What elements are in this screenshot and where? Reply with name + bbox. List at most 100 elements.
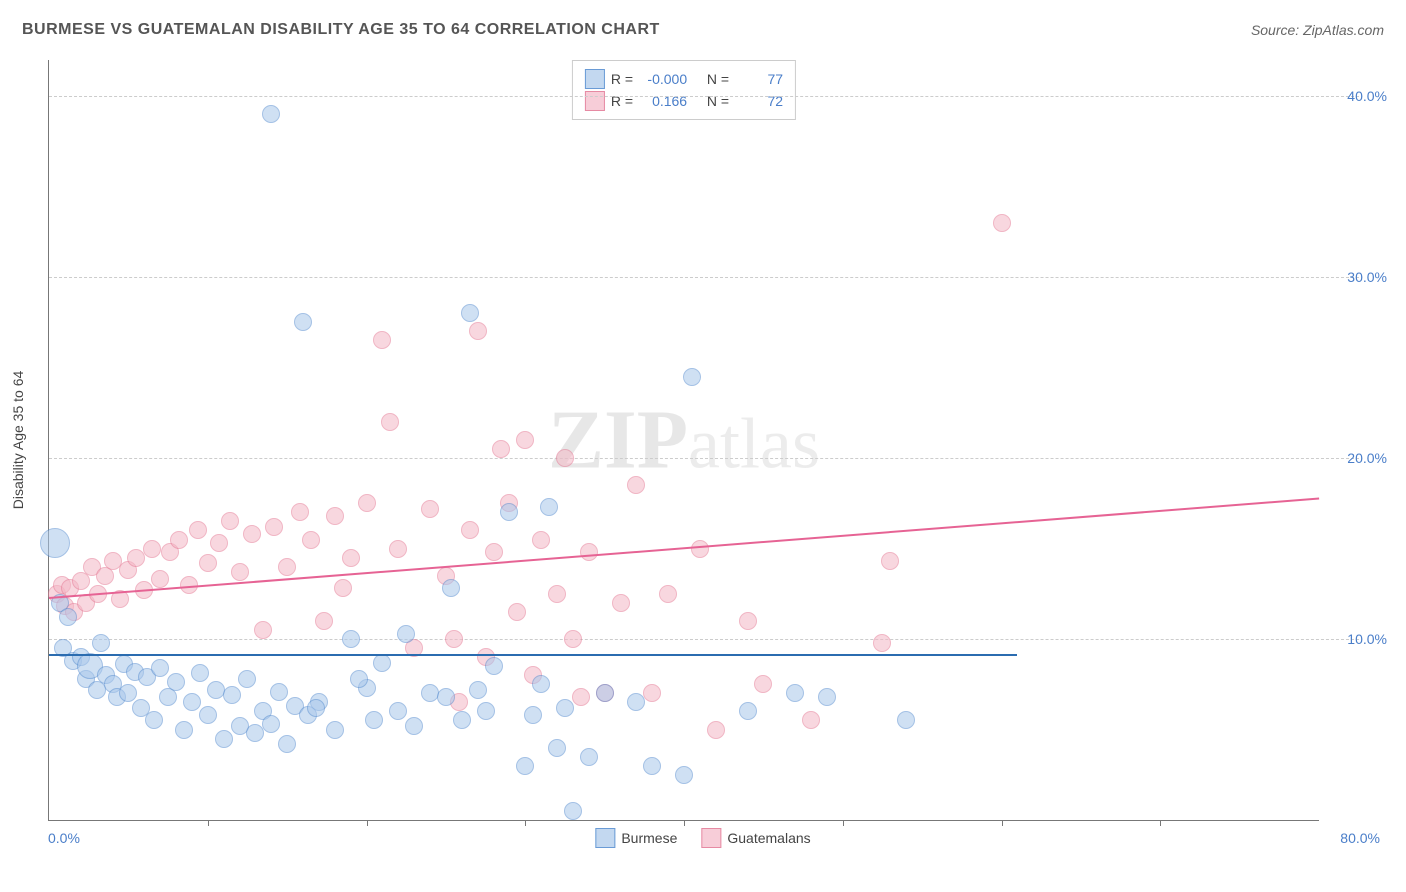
scatter-point-series1 (453, 711, 471, 729)
scatter-point-series2 (556, 449, 574, 467)
scatter-point-series1 (215, 730, 233, 748)
scatter-point-series2 (210, 534, 228, 552)
scatter-point-series2 (342, 549, 360, 567)
plot-area: ZIPatlas R = -0.000 N = 77 R = 0.166 N =… (48, 60, 1319, 821)
scatter-point-series1 (238, 670, 256, 688)
scatter-point-series1 (485, 657, 503, 675)
scatter-point-series1 (262, 105, 280, 123)
scatter-point-series2 (469, 322, 487, 340)
scatter-point-series2 (873, 634, 891, 652)
scatter-point-series1 (92, 634, 110, 652)
scatter-point-series1 (270, 683, 288, 701)
scatter-point-series2 (243, 525, 261, 543)
scatter-point-series2 (445, 630, 463, 648)
scatter-point-series2 (199, 554, 217, 572)
y-tick-label: 30.0% (1347, 269, 1387, 285)
scatter-point-series1 (199, 706, 217, 724)
scatter-point-series2 (334, 579, 352, 597)
y-axis-label: Disability Age 35 to 64 (10, 371, 26, 510)
scatter-point-series2 (881, 552, 899, 570)
scatter-point-series1 (643, 757, 661, 775)
scatter-point-series1 (627, 693, 645, 711)
scatter-point-series2 (802, 711, 820, 729)
scatter-point-series2 (532, 531, 550, 549)
x-tick (843, 820, 844, 826)
scatter-point-series2 (326, 507, 344, 525)
scatter-point-series2 (485, 543, 503, 561)
legend-swatch-series2 (701, 828, 721, 848)
scatter-point-series1 (739, 702, 757, 720)
scatter-point-series1 (167, 673, 185, 691)
scatter-point-series1 (151, 659, 169, 677)
scatter-point-series2 (421, 500, 439, 518)
trend-line-series1 (49, 654, 1017, 656)
legend-item-series1: Burmese (595, 828, 677, 848)
scatter-point-series2 (754, 675, 772, 693)
y-tick-label: 40.0% (1347, 88, 1387, 104)
trend-line-series2 (49, 498, 1319, 600)
scatter-point-series1 (786, 684, 804, 702)
legend-item-series2: Guatemalans (701, 828, 810, 848)
scatter-point-series2 (516, 431, 534, 449)
scatter-point-series1 (294, 313, 312, 331)
scatter-point-series1 (500, 503, 518, 521)
scatter-point-series2 (381, 413, 399, 431)
scatter-point-series1 (897, 711, 915, 729)
x-tick (525, 820, 526, 826)
source-attribution: Source: ZipAtlas.com (1251, 22, 1384, 38)
scatter-point-series1 (175, 721, 193, 739)
correlation-stats-box: R = -0.000 N = 77 R = 0.166 N = 72 (572, 60, 796, 120)
scatter-point-series2 (143, 540, 161, 558)
scatter-point-series2 (72, 572, 90, 590)
x-tick (1160, 820, 1161, 826)
scatter-point-series2 (389, 540, 407, 558)
scatter-point-series1 (350, 670, 368, 688)
scatter-point-series1 (307, 699, 325, 717)
scatter-point-series2 (461, 521, 479, 539)
scatter-point-series2 (170, 531, 188, 549)
scatter-point-series1 (191, 664, 209, 682)
scatter-point-series2 (739, 612, 757, 630)
scatter-point-series1 (405, 717, 423, 735)
legend-swatch-series1 (595, 828, 615, 848)
scatter-point-series1 (564, 802, 582, 820)
x-tick (684, 820, 685, 826)
scatter-point-series2 (265, 518, 283, 536)
scatter-point-series2 (373, 331, 391, 349)
legend: Burmese Guatemalans (595, 828, 810, 848)
x-axis-min-label: 0.0% (48, 830, 80, 846)
scatter-point-series1 (548, 739, 566, 757)
stats-row-series2: R = 0.166 N = 72 (585, 91, 783, 111)
scatter-point-series1 (342, 630, 360, 648)
scatter-point-series1 (540, 498, 558, 516)
scatter-point-series2 (627, 476, 645, 494)
scatter-point-series2 (302, 531, 320, 549)
scatter-point-series2 (564, 630, 582, 648)
scatter-point-series1 (365, 711, 383, 729)
scatter-point-series1 (596, 684, 614, 702)
scatter-point-series1 (59, 608, 77, 626)
scatter-point-series2 (315, 612, 333, 630)
scatter-point-series1 (524, 706, 542, 724)
scatter-point-series2 (508, 603, 526, 621)
scatter-point-series2 (707, 721, 725, 739)
title-bar: BURMESE VS GUATEMALAN DISABILITY AGE 35 … (22, 18, 1384, 42)
scatter-point-series1 (145, 711, 163, 729)
x-tick (367, 820, 368, 826)
scatter-point-series1 (818, 688, 836, 706)
y-tick-label: 10.0% (1347, 631, 1387, 647)
scatter-point-series2 (358, 494, 376, 512)
scatter-point-series2 (643, 684, 661, 702)
watermark: ZIPatlas (548, 392, 820, 489)
grid-line (49, 458, 1359, 459)
legend-label-series1: Burmese (621, 830, 677, 846)
scatter-point-series2 (231, 563, 249, 581)
scatter-point-series1 (397, 625, 415, 643)
chart-title: BURMESE VS GUATEMALAN DISABILITY AGE 35 … (22, 21, 660, 39)
legend-label-series2: Guatemalans (727, 830, 810, 846)
scatter-point-series1 (278, 735, 296, 753)
scatter-point-series1 (389, 702, 407, 720)
scatter-point-series2 (221, 512, 239, 530)
scatter-point-series1 (262, 715, 280, 733)
grid-line (49, 277, 1359, 278)
